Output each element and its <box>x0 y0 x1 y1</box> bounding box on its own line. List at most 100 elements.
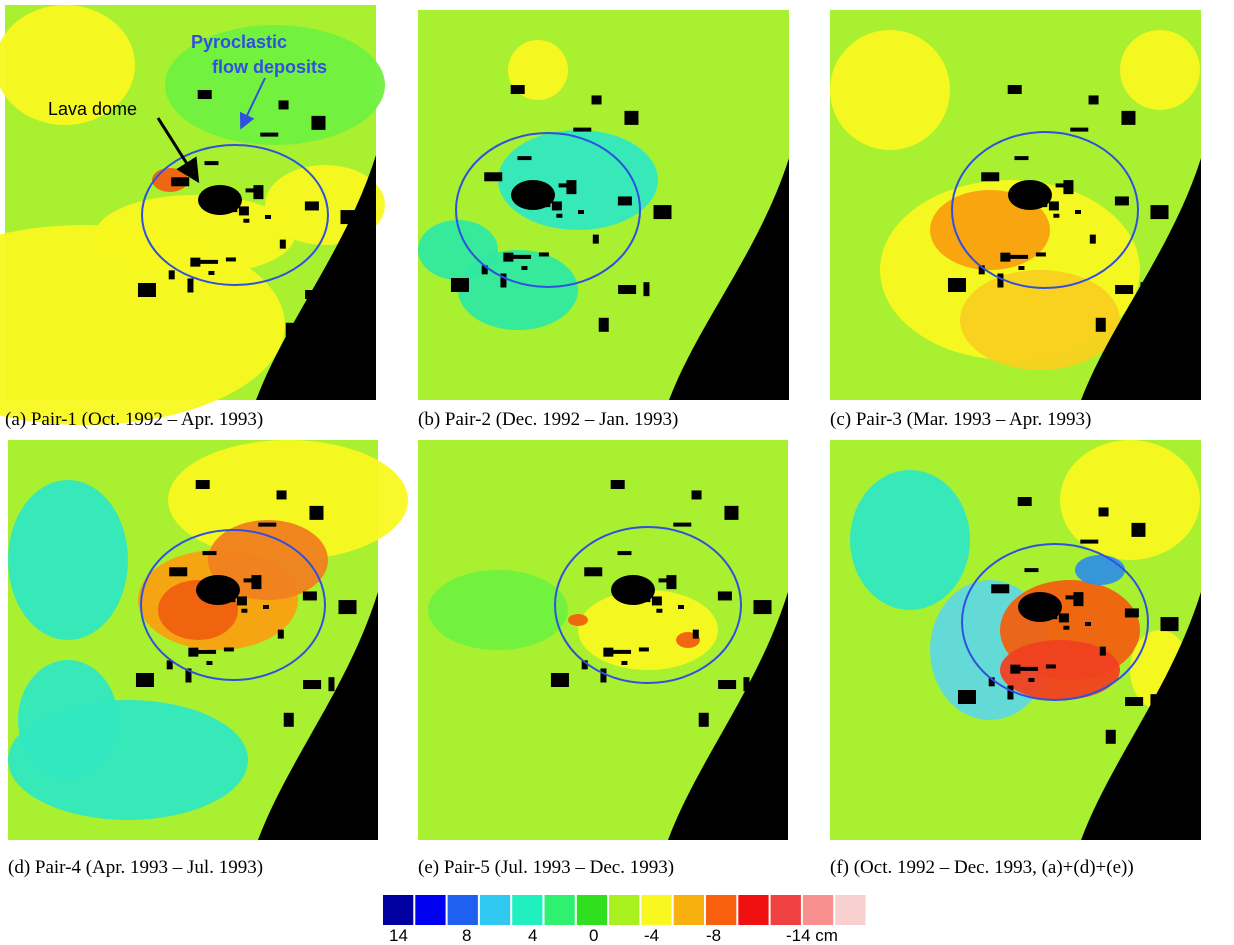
no-data-center <box>198 185 242 215</box>
no-data-speckle <box>304 201 319 211</box>
no-data-speckle <box>603 647 614 657</box>
no-data-speckle <box>1000 252 1011 262</box>
no-data-speckle <box>1098 507 1109 517</box>
no-data-center <box>196 575 240 605</box>
captions: (a) Pair-1 (Oct. 1992 – Apr. 1993) (b) Pa… <box>5 409 1134 878</box>
no-data-speckle <box>598 317 609 332</box>
map-region <box>428 570 568 650</box>
no-data-speckle <box>600 668 607 683</box>
no-data-speckle <box>1070 127 1089 132</box>
no-data-speckle <box>263 605 269 609</box>
no-data-speckle <box>673 522 692 527</box>
no-data-speckle <box>1063 180 1074 195</box>
no-data-speckle <box>1160 617 1179 632</box>
deposit-outline <box>141 144 329 286</box>
no-data-speckle <box>500 273 507 288</box>
no-data-speckle <box>1121 110 1136 125</box>
no-data-speckle <box>206 660 213 665</box>
no-data-speckle <box>1020 666 1039 671</box>
map-region <box>1075 555 1125 585</box>
colorbar-label: 8 <box>462 926 471 945</box>
deposit-outline <box>961 543 1149 701</box>
no-data-speckle <box>658 578 673 583</box>
map-region <box>960 270 1120 370</box>
no-data-speckle <box>718 680 737 690</box>
deposit-outline <box>951 131 1139 289</box>
no-data-speckle <box>200 259 219 264</box>
no-data-speckle <box>1115 285 1134 295</box>
no-data-speckle <box>1125 697 1144 707</box>
colorbar-swatch <box>512 895 543 925</box>
no-data-speckle <box>238 206 249 216</box>
colorbar-swatch <box>706 895 737 925</box>
colorbar-label: -14 cm <box>786 926 838 945</box>
colorbar-swatch <box>383 895 414 925</box>
no-data-speckle <box>510 85 525 95</box>
map-panel <box>830 10 1201 400</box>
no-data-speckle <box>223 647 234 652</box>
panel-caption: (b) Pair-2 (Dec. 1992 – Jan. 1993) <box>418 409 678 430</box>
no-data-speckle <box>1073 592 1084 607</box>
no-data-center <box>1018 592 1062 622</box>
map-region <box>0 225 285 425</box>
no-data-speckle <box>1150 205 1169 220</box>
no-data-speckle <box>208 270 215 275</box>
no-data-speckle <box>724 505 739 520</box>
no-data-speckle <box>450 278 469 293</box>
deposit-outline <box>140 529 326 681</box>
panel-caption: (c) Pair-3 (Mar. 1993 – Apr. 1993) <box>830 409 1091 430</box>
colorbar-swatch <box>576 895 608 925</box>
no-data-speckle <box>1055 183 1070 188</box>
no-data-speckle <box>621 660 628 665</box>
colorbar-swatch <box>544 895 575 925</box>
no-data-speckle <box>521 265 528 270</box>
no-data-speckle <box>988 677 995 687</box>
no-data-speckle <box>168 270 175 280</box>
maps <box>0 5 1201 840</box>
no-data-speckle <box>678 605 684 609</box>
map-region <box>1060 440 1200 560</box>
panel-caption: (d) Pair-4 (Apr. 1993 – Jul. 1993) <box>8 857 263 878</box>
no-data-speckle <box>573 127 592 132</box>
no-data-speckle <box>265 215 271 219</box>
pyroclastic-label: Pyroclastic <box>191 32 287 52</box>
sea-mask <box>256 155 376 400</box>
no-data-speckle <box>1010 254 1029 259</box>
sea-mask <box>1081 158 1201 400</box>
no-data-speckle <box>311 115 326 130</box>
no-data-speckle <box>997 273 1004 288</box>
panel-caption: (f) (Oct. 1992 – Dec. 1993, (a)+(d)+(e)) <box>830 857 1134 878</box>
no-data-speckle <box>253 185 264 200</box>
no-data-speckle <box>283 712 294 727</box>
no-data-speckle <box>617 196 632 206</box>
map-panel <box>8 440 408 840</box>
colorbar-swatch <box>673 895 704 925</box>
no-data-speckle <box>135 673 154 688</box>
no-data-speckle <box>517 156 532 161</box>
colorbar-swatch <box>415 895 446 925</box>
no-data-speckle <box>166 660 173 670</box>
no-data-speckle <box>978 265 985 275</box>
no-data-speckle <box>753 600 772 615</box>
no-data-speckle <box>1124 608 1139 618</box>
no-data-speckle <box>328 677 335 692</box>
no-data-speckle <box>190 257 201 267</box>
no-data-speckle <box>245 188 260 193</box>
no-data-speckle <box>197 90 212 100</box>
no-data-speckle <box>241 608 248 613</box>
no-data-speckle <box>513 254 532 259</box>
no-data-speckle <box>1035 252 1046 257</box>
colorbar-label: -8 <box>706 926 721 945</box>
colorbar-swatch <box>835 895 866 925</box>
no-data-speckle <box>653 205 672 220</box>
no-data-speckle <box>1099 646 1106 656</box>
map-panel <box>418 10 789 400</box>
sea-mask <box>668 592 788 840</box>
no-data-speckle <box>225 257 236 262</box>
no-data-speckle <box>258 522 277 527</box>
no-data-speckle <box>1045 664 1056 669</box>
no-data-speckle <box>171 177 190 187</box>
no-data-speckle <box>551 201 562 211</box>
no-data-speckle <box>692 629 699 639</box>
